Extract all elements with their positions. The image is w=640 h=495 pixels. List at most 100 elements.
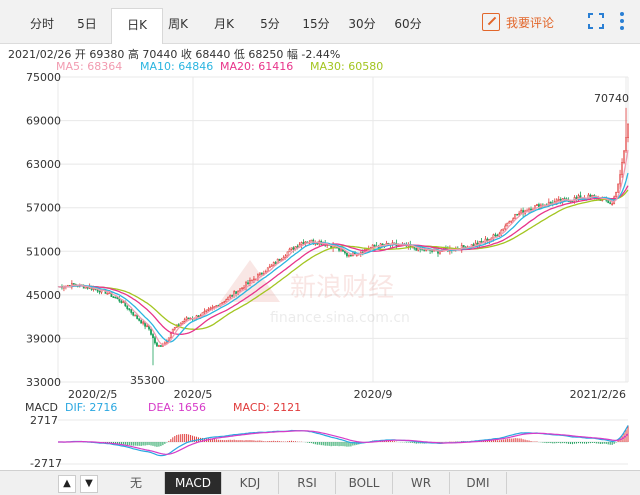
candle-body bbox=[239, 288, 241, 292]
candle-body bbox=[623, 150, 625, 163]
tab-monthly-k[interactable]: 月K bbox=[214, 17, 234, 31]
candle-body bbox=[223, 301, 226, 304]
comment-button-label: 我要评论 bbox=[506, 16, 555, 30]
low-label: 低 bbox=[233, 48, 245, 61]
candle-body bbox=[510, 220, 513, 223]
comment-button[interactable]: 我要评论 bbox=[482, 12, 554, 34]
tab-daily-k[interactable]: 日K bbox=[111, 8, 163, 44]
candle-body bbox=[274, 262, 277, 264]
indicator-tab-dmi[interactable]: DMI bbox=[450, 472, 507, 494]
candle-body bbox=[128, 308, 131, 310]
candle-body bbox=[258, 272, 261, 276]
tab-30min[interactable]: 30分 bbox=[348, 17, 376, 31]
candle-body bbox=[120, 300, 123, 303]
dif-value: DIF: 2716 bbox=[65, 401, 118, 414]
macd-axis-top: 2717 bbox=[30, 414, 58, 427]
candle-body bbox=[156, 342, 158, 347]
candle-body bbox=[516, 213, 519, 216]
candle-body bbox=[514, 213, 517, 219]
price-tick-label: 51000 bbox=[26, 245, 61, 258]
candle-body bbox=[286, 251, 289, 257]
ma10-label: MA10: 64846 bbox=[140, 60, 214, 73]
tab-5min[interactable]: 5分 bbox=[260, 17, 280, 31]
dif-line bbox=[58, 425, 629, 457]
svg-text:finance.sina.com.cn: finance.sina.com.cn bbox=[270, 310, 410, 326]
indicator-tab-kdj[interactable]: KDJ bbox=[222, 472, 279, 494]
ma20-label: MA20: 61416 bbox=[220, 60, 294, 73]
dea-value: DEA: 1656 bbox=[148, 401, 206, 414]
candle-body bbox=[122, 301, 125, 303]
candle-body bbox=[304, 241, 307, 244]
candle-body bbox=[173, 327, 176, 330]
indicator-tab-macd[interactable]: MACD bbox=[165, 472, 222, 494]
candle-body bbox=[494, 234, 497, 237]
candle-body bbox=[203, 311, 206, 314]
candle-body bbox=[211, 307, 214, 309]
candle-body bbox=[492, 234, 495, 239]
candle-body bbox=[589, 194, 592, 197]
candle-body bbox=[350, 254, 352, 257]
candle-body bbox=[229, 295, 232, 298]
candle-body bbox=[140, 320, 143, 324]
price-tick-label: 39000 bbox=[26, 332, 61, 345]
candle-body bbox=[536, 204, 538, 206]
candle-body bbox=[130, 309, 133, 313]
candle-body bbox=[249, 279, 251, 284]
dea-line bbox=[58, 430, 629, 455]
candle-body bbox=[272, 262, 275, 266]
candle-body bbox=[213, 306, 216, 308]
price-tick-label: 45000 bbox=[26, 289, 61, 302]
candle-body bbox=[152, 334, 154, 339]
open-value: 69380 bbox=[89, 48, 125, 61]
scroll-down-icon[interactable]: ▼ bbox=[80, 475, 98, 493]
candle-body bbox=[284, 255, 287, 258]
indicator-bar: ▲ ▼ 无 MACD KDJ RSI BOLL WR DMI bbox=[0, 470, 640, 495]
change-value: -2.44% bbox=[301, 48, 341, 61]
kline-chart[interactable]: 75000 69000 63000 57000 51000 45000 39000 33000… bbox=[0, 72, 640, 402]
candle-body bbox=[506, 222, 509, 227]
price-tick-label: 69000 bbox=[26, 115, 61, 128]
quote-info-line: 2021/02/26 开 69380 高 70440 收 68440 低 682… bbox=[8, 46, 340, 62]
candle-body bbox=[268, 266, 271, 269]
candle-body bbox=[215, 305, 218, 307]
fullscreen-icon[interactable] bbox=[588, 13, 604, 29]
tab-5day[interactable]: 5日 bbox=[77, 17, 97, 31]
candle-body bbox=[619, 174, 621, 185]
candle-body bbox=[346, 252, 348, 257]
candle-body bbox=[247, 282, 249, 285]
quote-date: 2021/02/26 bbox=[8, 48, 72, 61]
svg-text:新浪财经: 新浪财经 bbox=[290, 273, 394, 303]
candle-body bbox=[235, 291, 238, 295]
macd-indicator-name: MACD bbox=[25, 401, 58, 414]
tab-weekly-k[interactable]: 周K bbox=[168, 17, 188, 31]
candle-body bbox=[154, 337, 156, 344]
kline-grid bbox=[57, 76, 629, 383]
indicator-tab-rsi[interactable]: RSI bbox=[279, 472, 336, 494]
candle-body bbox=[621, 162, 623, 176]
scroll-up-icon[interactable]: ▲ bbox=[58, 475, 76, 493]
candle-body bbox=[108, 292, 111, 294]
candle-body bbox=[348, 254, 350, 257]
tab-15min[interactable]: 15分 bbox=[302, 17, 330, 31]
macd-histogram bbox=[59, 425, 629, 447]
candle-body bbox=[611, 203, 614, 206]
indicator-tab-wr[interactable]: WR bbox=[393, 472, 450, 494]
tab-intraday[interactable]: 分时 bbox=[29, 17, 54, 31]
more-vertical-icon[interactable] bbox=[620, 11, 624, 31]
close-label: 收 bbox=[180, 48, 192, 61]
candle-body bbox=[549, 201, 552, 204]
candle-body bbox=[627, 123, 629, 138]
candle-body bbox=[177, 324, 180, 327]
macd-lines bbox=[58, 425, 629, 457]
indicator-tab-none[interactable]: 无 bbox=[108, 472, 165, 494]
candle-body bbox=[340, 248, 342, 251]
candle-body bbox=[209, 307, 212, 310]
candle-body bbox=[480, 240, 483, 243]
ma5-label: MA5: 68364 bbox=[56, 60, 123, 73]
price-tick-label: 63000 bbox=[26, 158, 61, 171]
date-tick-label: 2020/9 bbox=[354, 388, 393, 401]
candle-body bbox=[381, 243, 384, 246]
macd-chart[interactable]: 2717 -2717 bbox=[0, 412, 640, 470]
indicator-tab-boll[interactable]: BOLL bbox=[336, 472, 393, 494]
tab-60min[interactable]: 60分 bbox=[394, 17, 422, 31]
